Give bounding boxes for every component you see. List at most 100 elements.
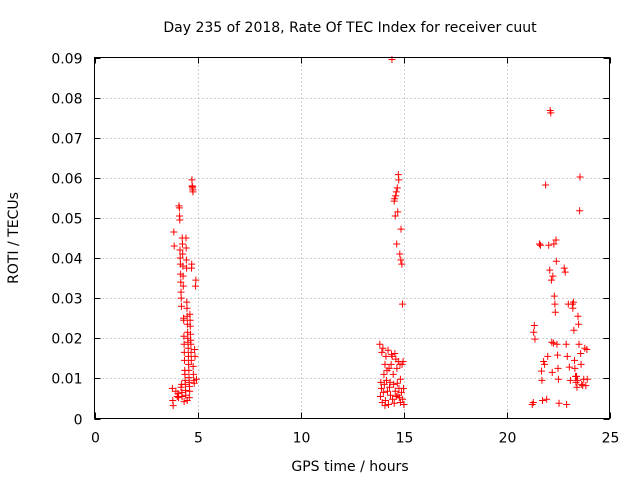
data-point [575,320,583,328]
data-point [379,344,387,352]
data-point [396,250,404,258]
y-tick-label: 0 [74,413,83,429]
data-point [177,278,185,286]
x-tick-label: 0 [91,431,100,447]
data-point [377,384,385,392]
data-point [170,228,178,236]
data-point [549,272,557,280]
data-point [186,316,194,324]
data-point [176,254,184,262]
data-point [550,240,558,248]
data-point [554,351,562,359]
data-point [543,395,551,403]
x-tick-label: 25 [602,431,620,447]
data-point [400,384,407,392]
data-point [577,360,585,368]
data-point [577,350,585,358]
data-point [389,395,397,403]
data-point [549,339,557,347]
data-point [395,176,403,184]
data-point [181,356,189,364]
data-point [542,181,550,189]
data-point [185,394,193,402]
y-tick-label: 0.05 [51,212,82,228]
data-point [169,402,177,410]
data-point [541,360,549,368]
data-point [182,256,190,264]
data-point [531,335,539,343]
axis-ticks [94,57,611,420]
data-point [396,375,404,383]
y-tick-label: 0.02 [51,332,82,348]
data-point [188,260,196,268]
data-point [394,208,402,216]
plot-frame [94,57,610,419]
data-point [187,348,195,356]
data-point [582,382,590,390]
data-point [384,346,392,354]
data-point [183,298,191,306]
data-point [392,392,400,400]
data-point [189,362,197,370]
data-point [187,340,195,348]
data-point [530,321,538,329]
data-point [573,383,581,391]
data-point [175,204,183,212]
data-point [178,392,186,400]
data-point [191,352,199,360]
data-point [178,240,186,248]
data-point [392,192,400,200]
data-point [555,399,563,407]
data-point [393,379,401,387]
data-point [548,368,556,376]
data-point [376,392,384,400]
data-point [189,370,197,378]
y-tick-labels: 0 0.01 0.02 0.03 0.04 0.05 0.06 0.07 0.08 0.09 [51,52,82,429]
data-point [566,376,574,384]
data-point [552,236,560,244]
data-point [191,282,199,290]
data-point [583,346,591,354]
chart-title: Day 235 of 2018, Rate Of TEC Index for r… [163,20,537,36]
data-point [399,358,407,366]
data-point [190,379,198,387]
data-point [576,207,584,215]
data-point [389,370,397,378]
data-point [380,380,388,388]
data-point [180,398,188,406]
data-point [536,241,544,249]
data-point [554,364,562,372]
data-point [569,298,577,306]
data-point [182,234,190,242]
data-point [392,188,400,196]
data-point [400,400,408,408]
data-point [181,380,189,388]
data-point [570,326,578,334]
data-point [174,390,182,398]
data-point [177,302,185,310]
data-point [175,394,183,402]
data-point [552,257,560,265]
data-point [189,188,197,196]
data-point [179,272,187,280]
data-point [573,372,581,380]
data-point [574,376,582,384]
data-point [379,388,387,396]
data-point [168,384,176,392]
data-point [176,216,184,224]
data-point [551,300,559,308]
data-point [574,312,582,320]
x-axis-label: GPS time / hours [291,459,408,475]
data-point [184,344,192,352]
data-point [387,360,395,368]
data-point [180,340,188,348]
data-point [539,396,547,404]
data-point [397,256,405,264]
data-point [565,363,573,371]
data-point [561,268,569,276]
x-tick-label: 15 [396,431,414,447]
data-point [380,370,388,378]
data-point [530,328,538,336]
data-point [560,264,568,272]
